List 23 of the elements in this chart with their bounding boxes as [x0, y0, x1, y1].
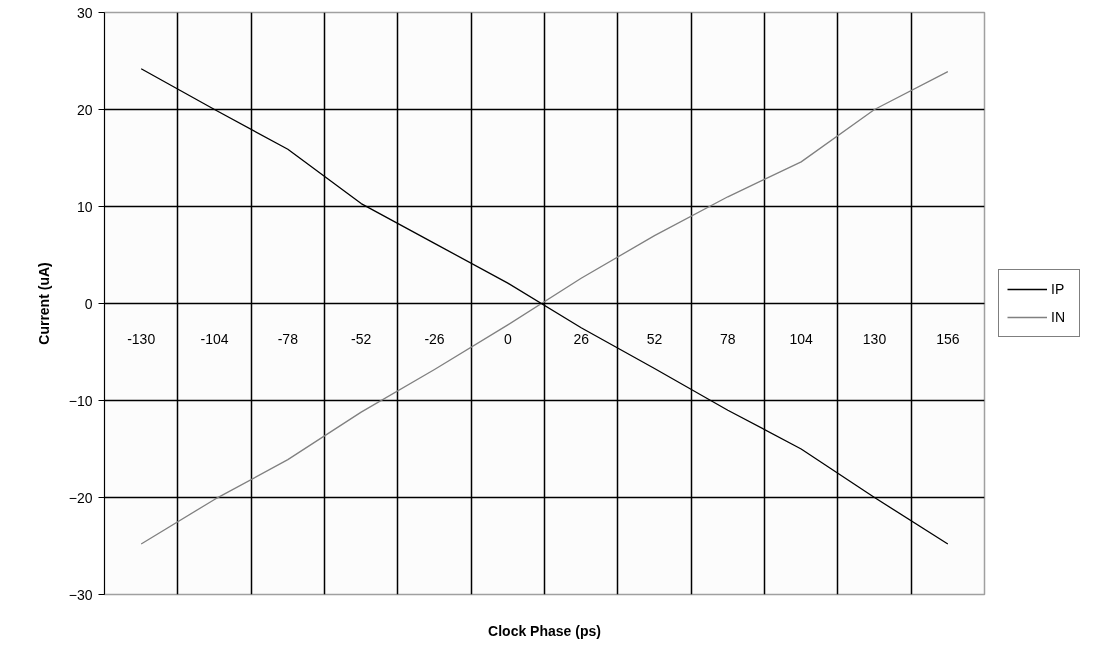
x-tick-label: 130 — [862, 330, 887, 347]
y-tick-label: −30 — [68, 586, 93, 603]
x-tick-label: 104 — [789, 330, 814, 347]
y-tick-label: −10 — [68, 392, 93, 409]
y-axis-title: Current (uA) — [35, 262, 52, 345]
y-tick-label: 0 — [84, 295, 93, 312]
y-tick-label: −20 — [68, 489, 93, 506]
x-tick-label: -104 — [200, 330, 229, 347]
x-tick-label: -78 — [277, 330, 299, 347]
x-tick-label: 26 — [573, 330, 590, 347]
y-tick-label: 20 — [76, 101, 93, 118]
x-tick-label: 0 — [503, 330, 512, 347]
legend-label: IN — [1051, 309, 1066, 325]
x-tick-label: -26 — [424, 330, 445, 347]
x-tick-label: 156 — [936, 330, 960, 347]
x-tick-label: 78 — [720, 330, 736, 347]
x-tick-label: -130 — [127, 330, 156, 347]
x-tick-label: -52 — [351, 330, 372, 347]
y-tick-label: 10 — [76, 198, 93, 215]
x-tick-label: 52 — [646, 330, 663, 347]
x-axis-title: Clock Phase (ps) — [488, 622, 601, 639]
y-tick-label: 30 — [76, 4, 93, 21]
legend-label: IP — [1051, 281, 1066, 297]
